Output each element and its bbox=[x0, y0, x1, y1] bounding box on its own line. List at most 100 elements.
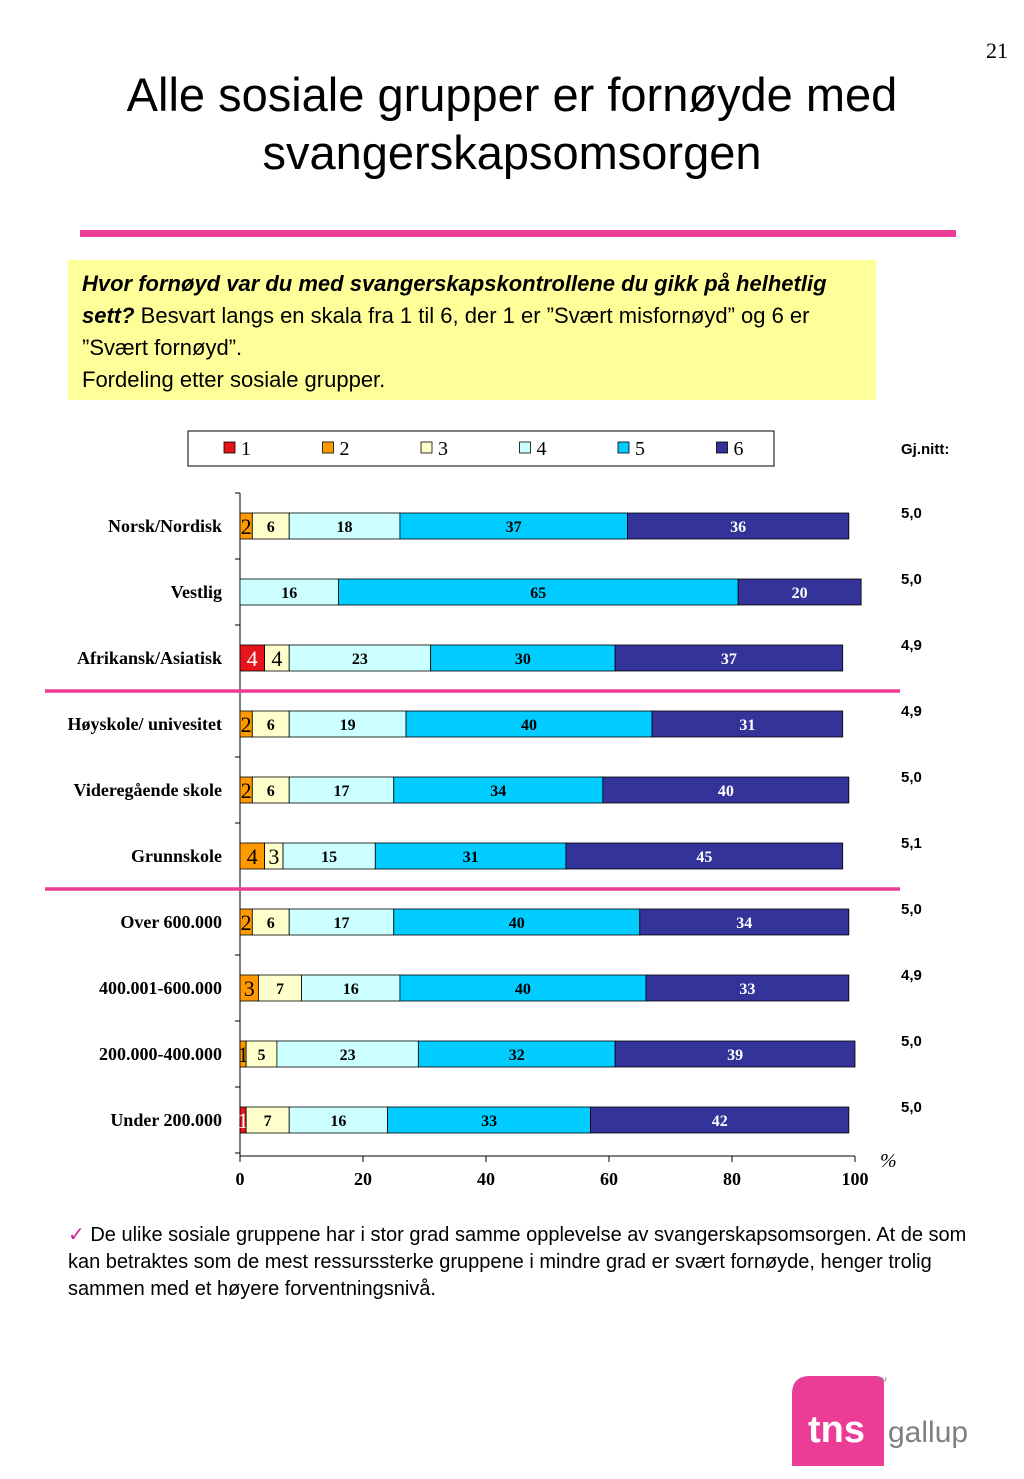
bar-segment-5 bbox=[393, 908, 641, 936]
x-tick-label-0: 0 bbox=[236, 1169, 245, 1189]
category-label: Høyskole/ univesitet bbox=[67, 714, 222, 734]
bar-segment-5 bbox=[337, 578, 739, 606]
title-line-1: Alle sosiale grupper er fornøyde med bbox=[126, 68, 898, 121]
data-label: 37 bbox=[721, 651, 737, 668]
bar-segment-4 bbox=[288, 512, 401, 540]
data-label: 4 bbox=[247, 646, 258, 671]
legend-box bbox=[187, 430, 775, 467]
bar-segment-6 bbox=[590, 1106, 850, 1134]
category-label: Under 200.000 bbox=[110, 1110, 222, 1130]
legend-label-3: 3 bbox=[438, 438, 448, 460]
x-unit-label: % bbox=[880, 1150, 897, 1172]
data-label: 40 bbox=[718, 783, 734, 800]
data-label: 17 bbox=[333, 915, 349, 932]
legend-swatch-5 bbox=[617, 441, 630, 454]
bar-segment-2 bbox=[239, 842, 266, 870]
average-value: 5,1 bbox=[901, 835, 922, 852]
legend-swatch-3 bbox=[420, 441, 433, 454]
legend-label-2: 2 bbox=[340, 438, 350, 460]
logo-gallup-text: gallup bbox=[888, 1416, 968, 1449]
average-value: 4,9 bbox=[901, 637, 922, 654]
data-label: 6 bbox=[267, 519, 275, 536]
average-value: 4,9 bbox=[901, 967, 922, 984]
data-label: 39 bbox=[727, 1047, 743, 1064]
category-label: Videregående skole bbox=[74, 780, 223, 800]
data-label: 2 bbox=[241, 910, 252, 935]
bar-segment-1 bbox=[239, 644, 266, 672]
bar-segment-5 bbox=[399, 512, 628, 540]
data-label: 15 bbox=[321, 849, 337, 866]
data-label: 36 bbox=[730, 519, 746, 536]
data-label: 23 bbox=[352, 651, 368, 668]
data-label: 20 bbox=[792, 585, 808, 602]
category-label: Vestlig bbox=[171, 582, 222, 602]
bar-segment-4 bbox=[276, 1040, 419, 1068]
data-label: 16 bbox=[330, 1113, 346, 1130]
legend-swatch-4 bbox=[519, 441, 531, 454]
average-value: 5,0 bbox=[901, 901, 922, 918]
data-label: 33 bbox=[481, 1113, 497, 1130]
legend-label-1: 1 bbox=[241, 438, 251, 460]
bar-segment-3 bbox=[251, 908, 290, 936]
bar-segment-6 bbox=[614, 1040, 856, 1068]
bar-segment-3 bbox=[245, 1106, 290, 1134]
data-label: 6 bbox=[267, 915, 275, 932]
category-label: 400.001-600.000 bbox=[99, 978, 222, 998]
data-label: 31 bbox=[463, 849, 479, 866]
average-value: 4,9 bbox=[901, 703, 922, 720]
bar-segment-6 bbox=[614, 644, 844, 672]
category-label: Norsk/Nordisk bbox=[108, 516, 222, 536]
bar-segment-5 bbox=[374, 842, 567, 870]
logo-shape bbox=[792, 1376, 884, 1466]
title-divider bbox=[80, 230, 956, 237]
average-value: 5,0 bbox=[901, 769, 922, 786]
legend-swatch-1 bbox=[223, 441, 236, 454]
data-label: 7 bbox=[276, 981, 284, 998]
average-value: 5,0 bbox=[901, 505, 922, 522]
data-label: 65 bbox=[530, 585, 546, 602]
data-label: 19 bbox=[340, 717, 356, 734]
data-label: 7 bbox=[264, 1113, 272, 1130]
x-tick-label-80: 80 bbox=[723, 1169, 741, 1189]
x-tick-label-100: 100 bbox=[842, 1169, 869, 1189]
average-value: 5,0 bbox=[901, 571, 922, 588]
data-label: 4 bbox=[271, 646, 282, 671]
data-label: 2 bbox=[241, 778, 252, 803]
bar-segment-5 bbox=[387, 1106, 591, 1134]
data-label: 5 bbox=[258, 1047, 266, 1064]
data-label: 6 bbox=[267, 717, 275, 734]
legend-label-6: 6 bbox=[734, 438, 744, 460]
category-label: Grunnskole bbox=[131, 846, 222, 866]
data-label: 2 bbox=[241, 514, 252, 539]
bar-segment-6 bbox=[565, 842, 844, 870]
question-bold: Hvor fornøyd var du med svangerskapskont… bbox=[82, 271, 827, 328]
average-value: 5,0 bbox=[901, 1033, 922, 1050]
logo-tns-text: tns bbox=[808, 1409, 865, 1451]
bar-segment-4 bbox=[288, 908, 395, 936]
title-line-2: svangerskapsomsorgen bbox=[262, 126, 762, 179]
bar-segment-3 bbox=[264, 644, 290, 672]
bar-segment-6 bbox=[737, 578, 862, 606]
data-label: 40 bbox=[521, 717, 537, 734]
bar-segment-4 bbox=[288, 710, 407, 738]
bar-segment-6 bbox=[627, 512, 850, 540]
category-label: Over 600.000 bbox=[120, 912, 222, 932]
data-label: 16 bbox=[281, 585, 297, 602]
bar-segment-3 bbox=[258, 974, 302, 1002]
bar-segment-3 bbox=[251, 776, 290, 804]
data-label: 6 bbox=[267, 783, 275, 800]
legend-swatch-2 bbox=[322, 441, 334, 454]
bar-segment-5 bbox=[393, 776, 604, 804]
data-label: 18 bbox=[337, 519, 353, 536]
average-value: 5,0 bbox=[901, 1099, 922, 1116]
data-label: 2 bbox=[241, 712, 252, 737]
footnote: ✓ De ulike sosiale gruppene har i stor g… bbox=[68, 1222, 998, 1303]
legend-swatch-6 bbox=[716, 441, 728, 454]
data-label: 16 bbox=[343, 981, 359, 998]
bar-segment-6 bbox=[639, 908, 850, 936]
data-label: 23 bbox=[340, 1047, 356, 1064]
tns-gallup-logo: tns gallup TM bbox=[792, 1376, 968, 1466]
page-number: 21 bbox=[986, 38, 1008, 63]
bar-segment-5 bbox=[430, 644, 616, 672]
stacked-bar-chart: 1 2 3 4 5 6 Gj.nitt:0 20 40 60 80 100%Norsk/Nordisk… bbox=[45, 430, 949, 1189]
